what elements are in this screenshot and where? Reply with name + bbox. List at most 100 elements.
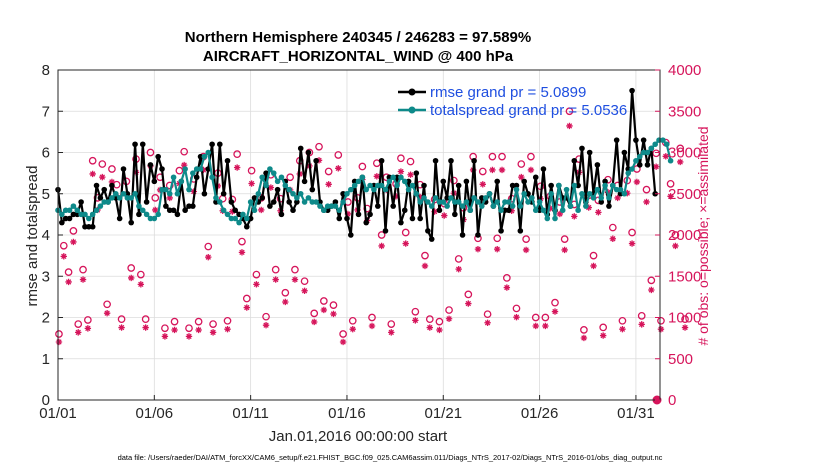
- series-point-totalspread-76: [348, 186, 354, 193]
- obs-possible-marker-128: [671, 231, 680, 239]
- series-point-totalspread-94: [417, 199, 423, 205]
- obs-possible-marker-39: [242, 294, 251, 303]
- series-point-totalspread-74: [340, 199, 346, 205]
- obs-assimilated-marker-119: [628, 240, 636, 247]
- series-point-totalspread-73: [336, 207, 343, 214]
- obs-possible-marker-93: [503, 274, 511, 282]
- obs-assimilated-marker-73: [407, 171, 414, 178]
- obs-assimilated-marker-78: [431, 208, 438, 215]
- series-point-totalspread-23: [143, 211, 150, 218]
- series-point-totalspread-8: [86, 215, 92, 222]
- series-point-totalspread-150: [633, 157, 639, 164]
- series-point-rmse-95: [421, 182, 427, 189]
- series-point-totalspread-24: [147, 215, 154, 222]
- obs-possible-marker-72: [401, 228, 410, 237]
- obs-possible-marker-106: [565, 107, 574, 116]
- obs-possible-marker-96: [517, 160, 526, 168]
- series-point-totalspread-52: [255, 190, 262, 197]
- obs-possible-marker-95: [512, 304, 521, 313]
- obs-assimilated-marker-113: [599, 332, 607, 339]
- series-point-totalspread-40: [209, 174, 215, 181]
- series-point-rmse-118: [509, 182, 516, 189]
- obs-possible-marker-83: [454, 255, 463, 263]
- series-point-totalspread-17: [120, 190, 127, 197]
- series-point-totalspread-153: [644, 149, 651, 156]
- obs-assimilated-marker-69: [388, 329, 395, 336]
- series-point-rmse-45: [228, 199, 235, 205]
- series-point-rmse-109: [475, 232, 481, 238]
- obs-possible-marker-63: [358, 162, 367, 171]
- series-point-totalspread-85: [382, 186, 389, 193]
- series-point-rmse-147: [621, 149, 628, 156]
- obs-assimilated-marker-115: [609, 235, 617, 242]
- obs-assimilated-marker-54: [315, 157, 323, 164]
- series-point-rmse-120: [517, 228, 524, 234]
- series-point-rmse-19: [128, 219, 135, 226]
- series-point-totalspread-27: [159, 186, 165, 193]
- series-point-totalspread-61: [290, 190, 296, 197]
- obs-possible-marker-47: [281, 288, 290, 297]
- series-point-totalspread-60: [286, 186, 292, 193]
- series-point-totalspread-6: [78, 211, 84, 218]
- obs-assimilated-marker-65: [368, 322, 376, 330]
- obs-assimilated-marker-105: [561, 246, 568, 254]
- series-point-totalspread-75: [344, 190, 350, 197]
- series-point-totalspread-132: [563, 186, 570, 193]
- obs-assimilated-marker-71: [397, 168, 405, 175]
- series-point-totalspread-58: [278, 174, 285, 181]
- series-point-totalspread-53: [259, 174, 265, 181]
- y-right-tick-label-4: 2000: [668, 227, 701, 244]
- obs-possible-marker-121: [637, 311, 646, 320]
- series-point-totalspread-35: [190, 170, 196, 176]
- obs-assimilated-marker-49: [291, 276, 299, 283]
- series-point-rmse-2: [62, 215, 69, 222]
- obs-possible-marker-125: [657, 316, 665, 325]
- series-point-rmse-53: [259, 195, 265, 201]
- obs-assimilated-marker-124: [652, 163, 660, 170]
- obs-assimilated-marker-58: [335, 165, 342, 172]
- series-point-totalspread-127: [544, 215, 551, 222]
- series-point-totalspread-146: [617, 186, 624, 193]
- obs-possible-marker-101: [541, 313, 550, 322]
- series-point-rmse-90: [401, 207, 408, 214]
- series-point-totalspread-95: [421, 195, 427, 201]
- series-point-rmse-61: [290, 207, 296, 214]
- obs-possible-marker-127: [666, 180, 675, 188]
- series-point-totalspread-9: [89, 211, 96, 218]
- series-point-rmse-136: [579, 145, 585, 152]
- series-point-rmse-38: [201, 190, 208, 197]
- series-point-totalspread-110: [479, 203, 485, 209]
- series-point-rmse-46: [232, 207, 239, 214]
- series-point-totalspread-138: [586, 190, 593, 197]
- y-axis-label: rmse and totalspread: [24, 166, 41, 307]
- series-point-rmse-47: [236, 211, 242, 218]
- series-point-rmse-84: [378, 157, 385, 164]
- obs-assimilated-marker-120: [633, 178, 641, 186]
- series-point-rmse-106: [463, 178, 470, 185]
- obs-possible-marker-57: [329, 301, 338, 309]
- obs-possible-marker-2: [64, 268, 73, 276]
- series-point-totalspread-154: [648, 145, 655, 152]
- obs-assimilated-marker-29: [195, 326, 202, 334]
- obs-assimilated-marker-122: [643, 198, 650, 206]
- obs-assimilated-marker-5: [79, 276, 87, 283]
- obs-assimilated-marker-18: [142, 324, 149, 331]
- series-point-totalspread-140: [594, 186, 601, 193]
- obs-assimilated-marker-98: [527, 166, 535, 174]
- obs-assimilated-marker-30: [200, 166, 207, 174]
- obs-assimilated-marker-125: [657, 325, 665, 333]
- obs-assimilated-marker-77: [426, 324, 433, 331]
- series-point-totalspread-19: [128, 195, 135, 201]
- obs-assimilated-marker-123: [648, 286, 655, 294]
- series-point-totalspread-12: [101, 199, 108, 205]
- y-right-tick-label-2: 1000: [668, 310, 701, 327]
- series-point-rmse-99: [436, 207, 443, 214]
- obs-possible-marker-123: [647, 276, 656, 285]
- series-point-rmse-67: [313, 157, 319, 164]
- series-point-rmse-102: [448, 157, 454, 164]
- series-point-totalspread-84: [378, 182, 385, 189]
- series-point-rmse-89: [398, 219, 404, 226]
- series-point-rmse-153: [644, 162, 651, 168]
- obs-possible-marker-111: [589, 251, 598, 260]
